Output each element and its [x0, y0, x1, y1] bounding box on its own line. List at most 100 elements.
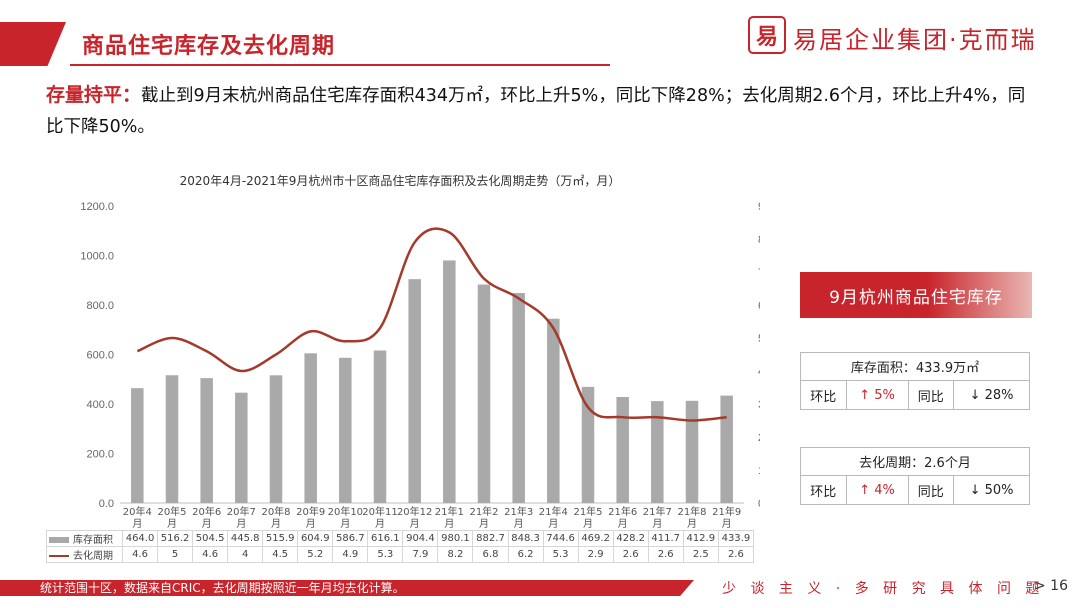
bar-value-cell: 504.5 — [192, 530, 229, 547]
line-value-cell: 5.3 — [542, 546, 579, 563]
line-series-row: 去化周期 4.6 5 4.6 4 4.5 5.2 4.9 5.3 7.9 8.2 6.8 6.2 5.3… — [46, 546, 755, 563]
x-tick-label: 20年7 月 — [227, 505, 256, 530]
bar-value-cell: 616.1 — [367, 530, 404, 547]
stock-mom-label: 环比 — [800, 380, 847, 410]
bar-21年2月 — [477, 284, 491, 503]
y-right-tick-label: 3 — [758, 399, 760, 411]
y-left-tick-label: 1200.0 — [80, 201, 114, 213]
bar-value-cell: 411.7 — [647, 530, 684, 547]
summary-paragraph: 存量持平：截止到9月末杭州商品住宅库存面积434万㎡，环比上升5%，同比下降28… — [46, 80, 1036, 143]
bar-value-cell: 744.6 — [542, 530, 579, 547]
cycle-line-series — [136, 227, 727, 422]
bar-20年6月 — [200, 378, 213, 503]
x-tick-label: 21年7 月 — [643, 505, 672, 530]
y-left-tick-label: 200.0 — [86, 449, 114, 461]
x-tick-label: 20年5 月 — [157, 505, 186, 530]
bar-value-cell: 445.8 — [227, 530, 264, 547]
x-tick-label: 21年6 月 — [608, 505, 637, 530]
y-right-tick-label: 0 — [758, 498, 760, 510]
line-value-cell: 5.2 — [297, 546, 334, 563]
company-name: 易居企业集团·克而瑞 — [793, 26, 1037, 54]
bar-20年4月 — [131, 388, 144, 503]
footer-note: 统计范围十区，数据来自CRIC，去化周期按照近一年月均去化计算。 — [40, 581, 405, 595]
bar-value-cell: 604.9 — [297, 530, 334, 547]
summary-text: 截止到9月末杭州商品住宅库存面积434万㎡，环比上升5%，同比下降28%；去化周… — [46, 86, 1026, 137]
cycle-mom-label: 环比 — [800, 475, 847, 505]
header-accent-band — [0, 22, 66, 66]
line-series-name: 去化周期 — [73, 551, 113, 562]
cycle-head: 去化周期：2.6个月 — [800, 447, 1030, 476]
line-value-cell: 8.2 — [437, 546, 474, 563]
line-value-cell: 7.9 — [402, 546, 439, 563]
bar-value-cell: 904.4 — [402, 530, 439, 547]
cycle-stat-table: 去化周期：2.6个月 环比 ↑ 4% 同比 ↓ 50% — [800, 447, 1030, 505]
y-left-tick-label: 1000.0 — [80, 251, 114, 263]
x-tick-label: 21年3 月 — [504, 505, 533, 530]
x-tick-label: 20年9 月 — [296, 505, 325, 530]
x-tick-label: 20年11 月 — [362, 505, 397, 530]
bar-21年5月 — [581, 386, 595, 503]
line-series-legend: 去化周期 — [46, 546, 123, 563]
line-value-cell: 4 — [227, 546, 264, 563]
cycle-yoy-value: ↓ 50% — [953, 475, 1030, 505]
bar-20年10月 — [339, 357, 352, 503]
line-value-cell: 2.6 — [612, 546, 649, 563]
chart-data-table: 库存面积 464.0 516.2 504.5 445.8 515.9 604.9 586.7… — [46, 530, 755, 563]
bar-value-cell: 980.1 — [437, 530, 474, 547]
y-right-tick-label: 5 — [758, 333, 760, 345]
cycle-mom-value: ↑ 4% — [845, 475, 909, 505]
x-tick-label: 20年6 月 — [192, 505, 221, 530]
bar-value-cell: 515.9 — [262, 530, 299, 547]
bar-20年7月 — [235, 392, 248, 503]
line-value-cell: 4.9 — [332, 546, 369, 563]
line-value-cell: 4.6 — [192, 546, 229, 563]
page-number: > 16 — [1034, 578, 1068, 594]
bar-value-cell: 464.0 — [121, 530, 159, 547]
stock-yoy-value: ↓ 28% — [953, 380, 1030, 410]
y-right-tick-label: 4 — [758, 366, 760, 378]
bar-21年8月 — [685, 400, 699, 503]
line-value-cell: 6.8 — [472, 546, 509, 563]
stock-stat-table: 库存面积：433.9万㎡ 环比 ↑ 5% 同比 ↓ 28% — [800, 352, 1030, 410]
combo-chart: 0.0 200.0 400.0 600.0 800.0 1000.0 1200.0 0 1 2 3 4… — [80, 201, 760, 530]
line-value-cell: 2.6 — [647, 546, 684, 563]
stock-head: 库存面积：433.9万㎡ — [800, 352, 1030, 381]
x-tick-label: 20年8 月 — [261, 505, 290, 530]
line-value-cell: 4.5 — [262, 546, 299, 563]
bar-21年3月 — [512, 293, 525, 503]
bar-20年12月 — [408, 279, 421, 503]
bar-value-cell: 586.7 — [332, 530, 369, 547]
chart-title: 2020年4月-2021年9月杭州市十区商品住宅库存面积及去化周期走势（万㎡，月… — [179, 174, 621, 188]
company-logo-icon: 易 — [748, 16, 786, 54]
cycle-yoy-label: 同比 — [907, 475, 955, 505]
x-tick-label: 21年5 月 — [573, 505, 602, 530]
bar-20年11月 — [373, 350, 387, 503]
bar-value-cell: 469.2 — [577, 530, 614, 547]
bar-value-cell: 848.3 — [507, 530, 544, 547]
y-right-tick-label: 7 — [758, 267, 760, 279]
bar-value-cell: 428.2 — [612, 530, 649, 547]
footer-motto: 少 谈 主 义 · 多 研 究 具 体 问 题 — [722, 581, 1045, 597]
line-value-cell: 6.2 — [507, 546, 544, 563]
y-left-tick-label: 0.0 — [99, 498, 114, 510]
line-value-cell: 5.3 — [367, 546, 404, 563]
bar-21年7月 — [651, 401, 664, 503]
bar-value-cell: 882.7 — [472, 530, 509, 547]
bar-21年6月 — [616, 397, 629, 503]
bar-20年8月 — [269, 375, 283, 503]
y-right-tick-label: 2 — [758, 432, 760, 444]
bar-21年4月 — [547, 318, 560, 503]
footer-band — [0, 580, 694, 596]
x-tick-label: 21年8 月 — [677, 505, 706, 530]
bar-21年1月 — [443, 260, 456, 503]
bar-value-cell: 516.2 — [157, 530, 194, 547]
side-panel-title: 9月杭州商品住宅库存 — [800, 272, 1032, 318]
x-tick-label: 20年12 月 — [397, 505, 432, 530]
line-value-cell: 4.6 — [121, 546, 159, 563]
stock-yoy-label: 同比 — [907, 380, 955, 410]
y-left-tick-label: 600.0 — [86, 350, 114, 362]
y-left-tick-label: 800.0 — [86, 300, 114, 312]
y-right-tick-label: 6 — [758, 300, 760, 312]
x-tick-label: 21年1 月 — [435, 505, 464, 530]
bar-20年9月 — [304, 353, 317, 503]
